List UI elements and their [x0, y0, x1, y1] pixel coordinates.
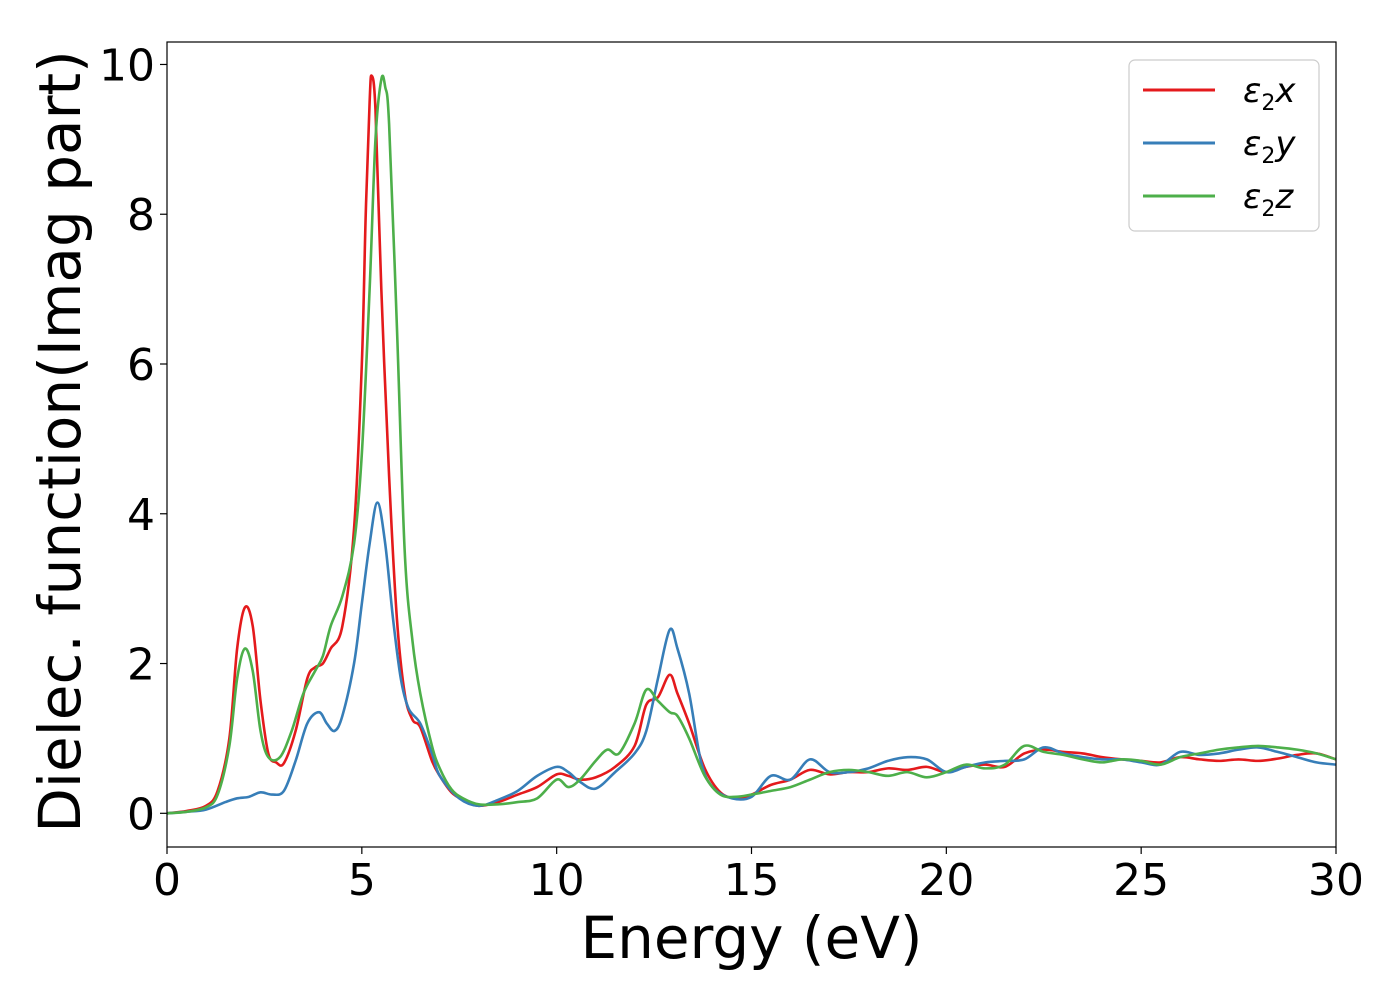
- x-tick-label: 0: [153, 855, 181, 906]
- y-tick-label: 4: [127, 490, 155, 541]
- x-tick-label: 5: [348, 855, 376, 906]
- legend-box: [1128, 59, 1320, 232]
- y-tick-label: 10: [99, 40, 155, 91]
- x-axis-ticks: 0 5 10 15 20 25 30: [153, 847, 1364, 906]
- x-tick-label: 10: [529, 855, 585, 906]
- legend-entry-x: ε2x: [1143, 71, 1296, 116]
- x-tick-label: 15: [724, 855, 780, 906]
- legend-entry-y: ε2y: [1143, 124, 1296, 169]
- y-axis-label: Dielec. function(Imag part): [26, 50, 94, 833]
- y-tick-label: 8: [127, 190, 155, 241]
- series-line-y: [167, 501, 1336, 815]
- series-layer: [167, 74, 1336, 815]
- legend-label: ε2z: [1243, 177, 1294, 222]
- x-tick-label: 30: [1308, 855, 1364, 906]
- legend-entry-z: ε2z: [1143, 177, 1294, 222]
- x-tick-label: 20: [918, 855, 974, 906]
- x-tick-label: 25: [1113, 855, 1169, 906]
- legend-label: ε2x: [1243, 71, 1296, 116]
- legend: ε2x ε2y ε2z: [1128, 59, 1320, 232]
- y-tick-label: 6: [127, 340, 155, 391]
- y-tick-label: 0: [127, 789, 155, 840]
- series-line-z: [167, 74, 1336, 815]
- y-tick-label: 2: [127, 640, 155, 691]
- legend-label: ε2y: [1243, 124, 1296, 169]
- x-axis-label: Energy (eV): [580, 904, 922, 972]
- y-axis-ticks: 0 2 4 6 8 10: [99, 40, 167, 840]
